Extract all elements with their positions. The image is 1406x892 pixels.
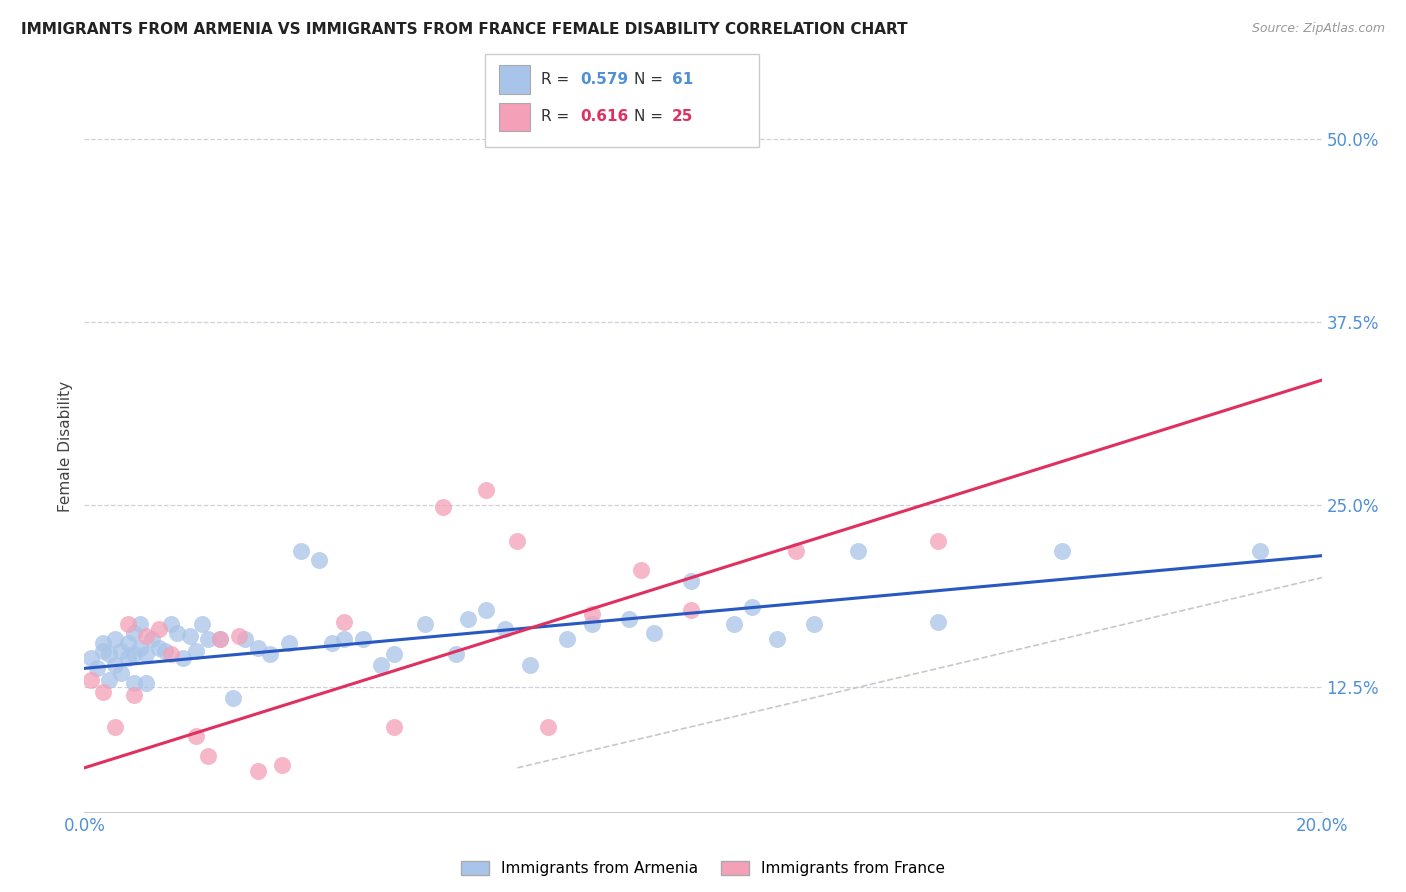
Point [117,651,139,665]
Legend: Immigrants from Armenia, Immigrants from France: Immigrants from Armenia, Immigrants from… [456,855,950,882]
Point [246,764,269,778]
Text: 0.579: 0.579 [581,72,628,87]
Point [444,647,467,661]
Point [122,647,145,661]
Point [413,617,436,632]
Point [432,500,454,515]
Point [246,640,269,655]
Point [184,729,207,743]
Point [135,676,157,690]
Point [98,673,121,687]
Point [506,534,529,549]
Point [79,673,101,687]
Point [129,640,152,655]
Text: R =: R = [541,110,575,124]
Point [166,626,188,640]
Point [160,617,183,632]
Point [333,632,356,646]
Point [129,617,152,632]
Point [91,644,114,658]
Y-axis label: Female Disability: Female Disability [58,380,73,512]
Point [1050,544,1073,558]
Point [122,676,145,690]
Point [233,632,256,646]
Point [803,617,825,632]
Point [333,615,356,629]
Point [117,636,139,650]
Point [766,632,789,646]
Point [117,617,139,632]
Point [630,563,652,577]
Point [581,607,603,622]
Point [197,632,219,646]
Point [581,617,603,632]
Point [148,622,170,636]
Point [382,647,405,661]
Point [91,636,114,650]
Point [494,622,516,636]
Point [927,615,949,629]
Text: 25: 25 [672,110,693,124]
Point [1249,544,1271,558]
Point [153,644,176,658]
Point [122,688,145,702]
Text: IMMIGRANTS FROM ARMENIA VS IMMIGRANTS FROM FRANCE FEMALE DISABILITY CORRELATION : IMMIGRANTS FROM ARMENIA VS IMMIGRANTS FR… [21,22,908,37]
Point [382,720,405,734]
Point [110,644,132,658]
Point [222,690,245,705]
Text: 0.616: 0.616 [581,110,628,124]
Text: N =: N = [634,72,668,87]
Point [209,632,232,646]
Point [555,632,578,646]
Point [475,483,498,497]
Point [352,632,374,646]
Point [104,658,127,673]
Point [141,632,163,646]
Point [475,603,498,617]
Point [184,644,207,658]
Point [679,603,702,617]
Point [160,647,183,661]
Point [209,632,232,646]
Point [785,544,807,558]
Point [135,647,157,661]
Point [104,632,127,646]
Point [179,629,201,643]
Point [846,544,869,558]
Point [122,626,145,640]
Point [98,647,121,661]
Text: N =: N = [634,110,668,124]
Point [228,629,250,643]
Text: Source: ZipAtlas.com: Source: ZipAtlas.com [1251,22,1385,36]
Point [723,617,745,632]
Point [537,720,560,734]
Point [321,636,343,650]
Point [290,544,312,558]
Point [643,626,665,640]
Point [271,758,294,772]
Point [91,685,114,699]
Text: R =: R = [541,72,575,87]
Point [191,617,214,632]
Point [519,658,541,673]
Point [148,640,170,655]
Point [172,651,194,665]
Point [135,629,157,643]
Point [79,651,101,665]
Point [457,612,479,626]
Text: 61: 61 [672,72,693,87]
Point [104,720,127,734]
Point [927,534,949,549]
Point [259,647,281,661]
Point [308,553,330,567]
Point [679,574,702,588]
Point [110,665,132,680]
Point [370,658,392,673]
Point [86,661,108,675]
Point [277,636,299,650]
Point [197,749,219,764]
Point [617,612,640,626]
Point [741,599,763,614]
